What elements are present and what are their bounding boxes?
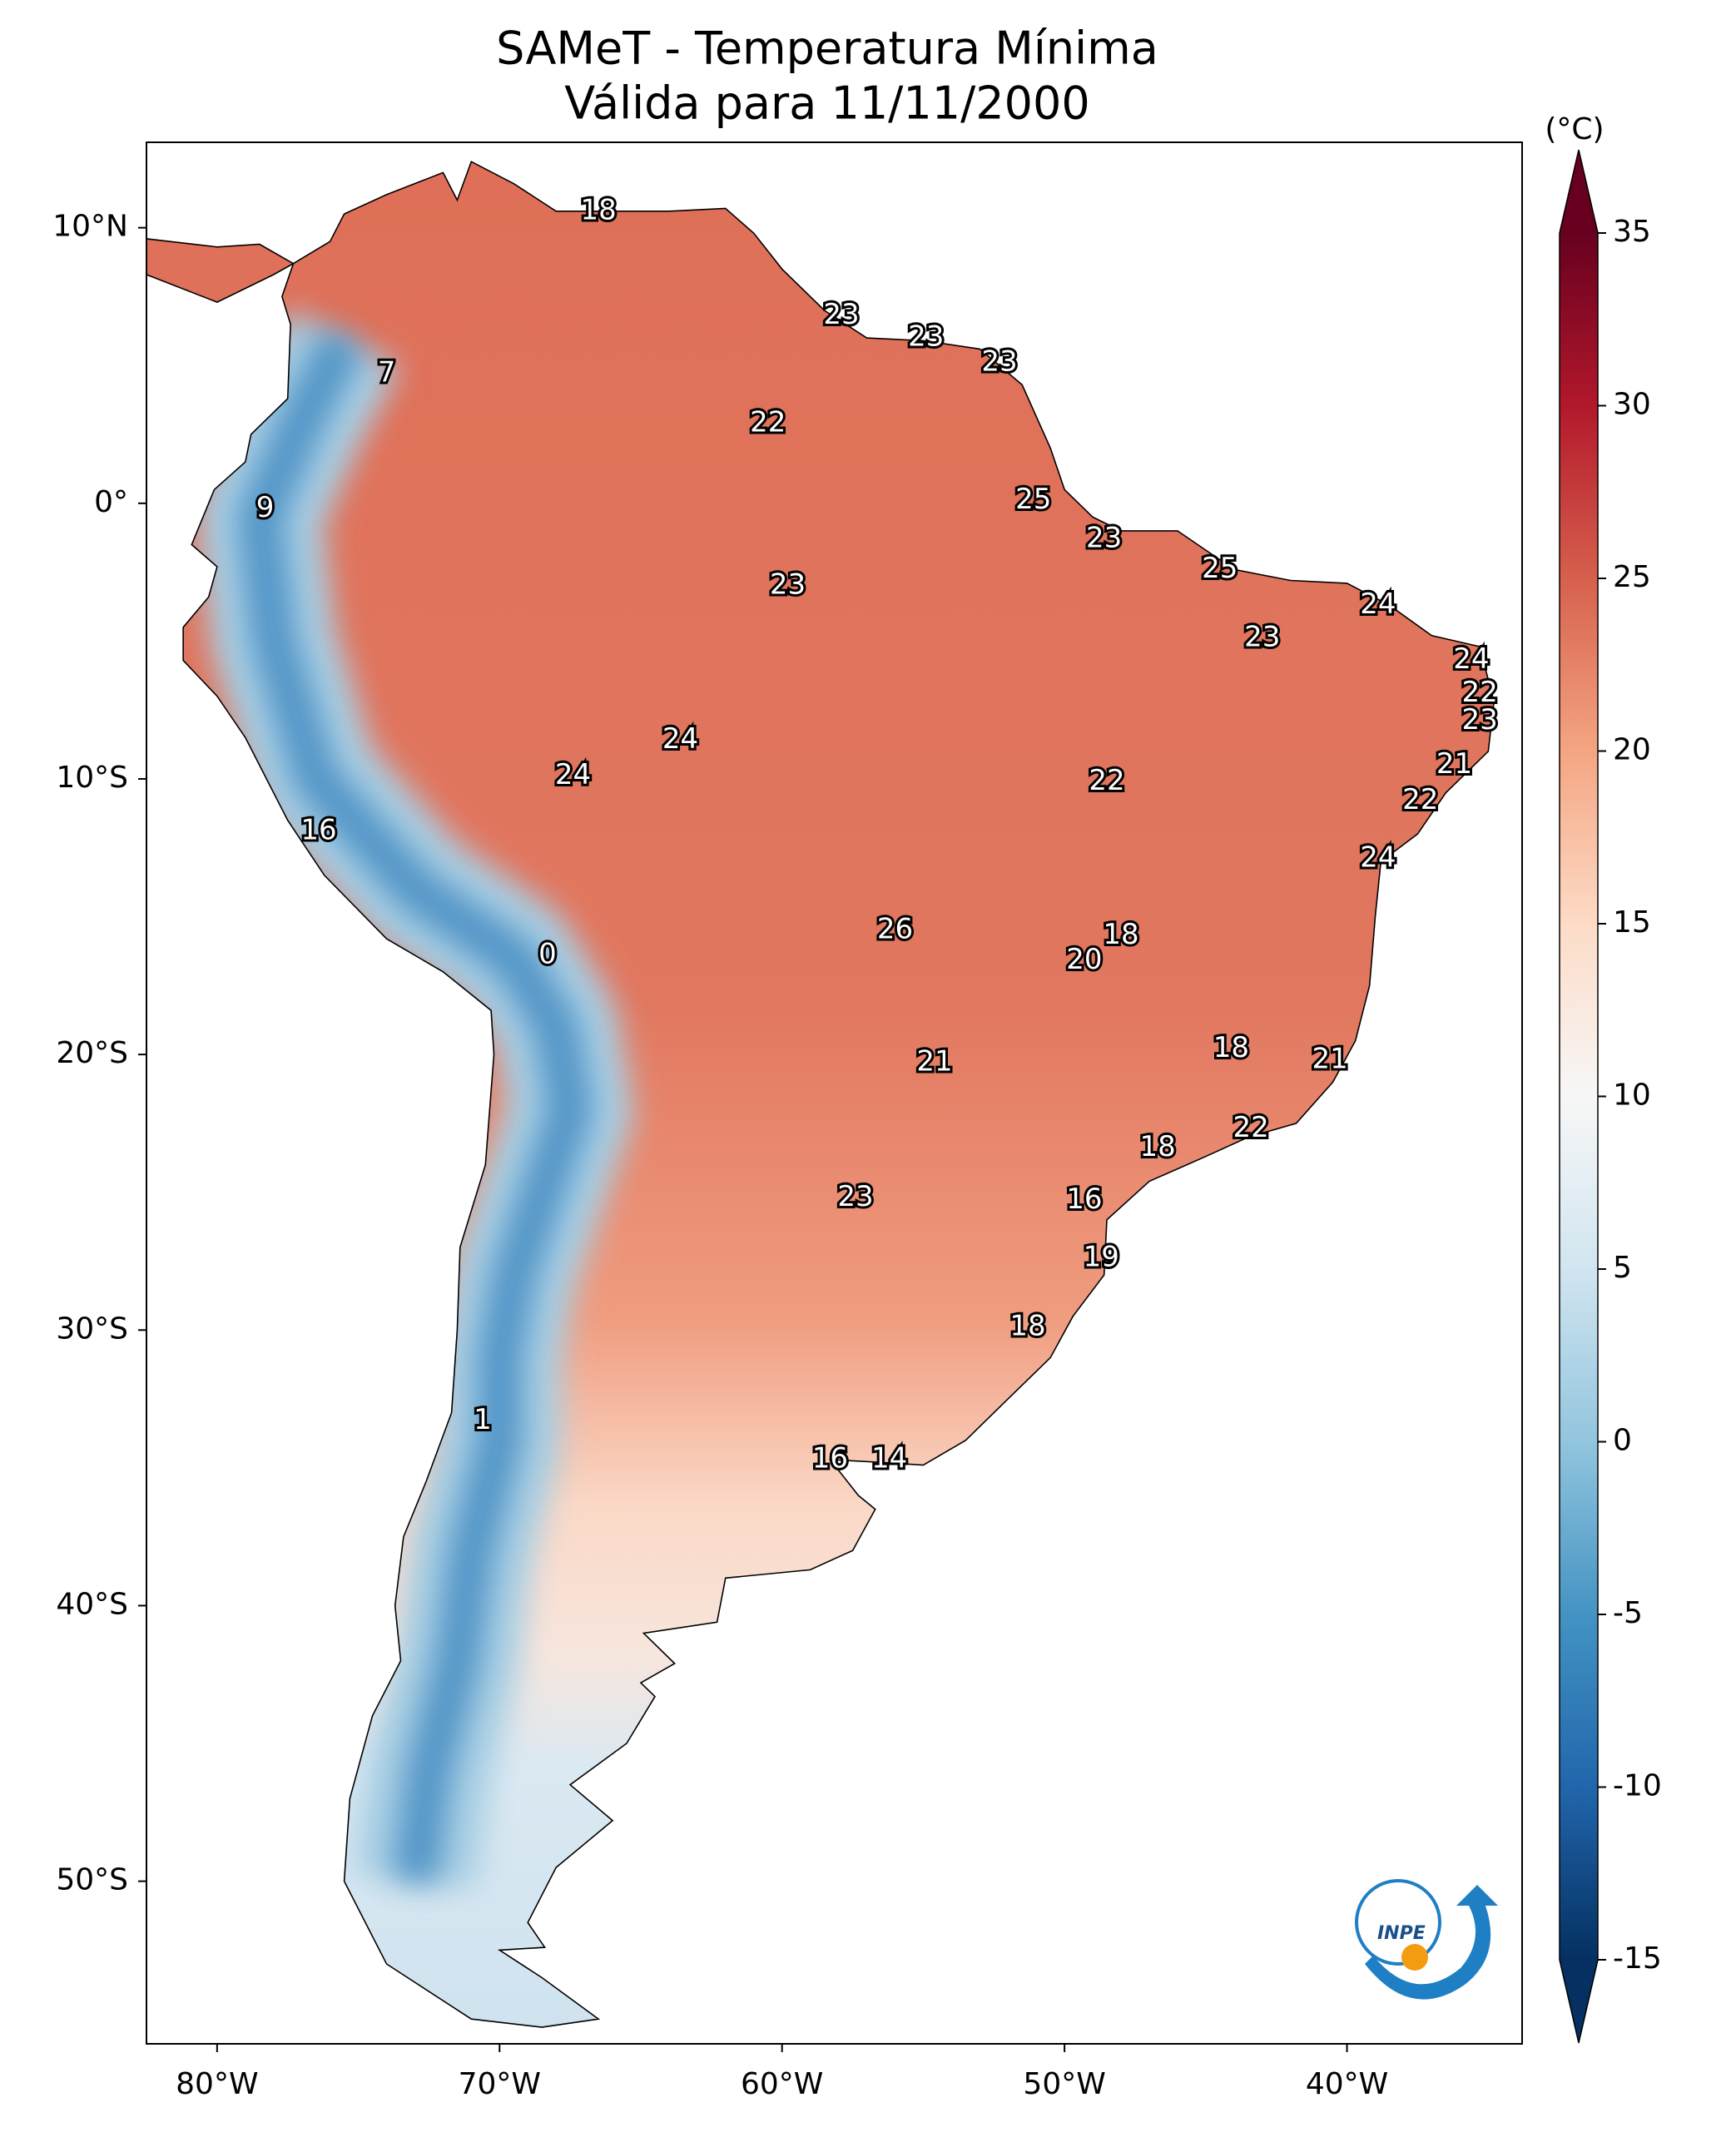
station-value: 24 (662, 722, 698, 756)
station-value: 22 (1089, 764, 1124, 797)
colorbar-tick-label: -10 (1613, 1769, 1662, 1803)
y-tick-label: 40°S (56, 1587, 128, 1621)
logo-arrow (1365, 1885, 1498, 2000)
station-value: 21 (1312, 1042, 1348, 1075)
station-value: 0 (538, 937, 557, 970)
x-tick-label: 40°W (1306, 2067, 1388, 2101)
station-value: 16 (1066, 1183, 1102, 1216)
x-tick-label: 50°W (1023, 2067, 1105, 2101)
colorbar-tick-label: -5 (1613, 1596, 1643, 1630)
y-tick-label: 20°S (56, 1036, 128, 1070)
inpe-logo: INPE (1355, 1879, 1498, 2000)
station-value: 23 (837, 1180, 873, 1213)
station-value: 25 (1202, 552, 1238, 585)
station-value: 23 (770, 568, 806, 602)
coastline (146, 161, 1495, 2028)
x-tick-label: 70°W (459, 2067, 541, 2101)
station-value: 23 (823, 298, 859, 331)
colorbar-extend-min (1560, 1960, 1598, 2043)
andes-cold (236, 327, 593, 1885)
x-tick-label: 80°W (176, 2067, 258, 2101)
station-value: 24 (1360, 841, 1396, 875)
station-value: 16 (812, 1441, 848, 1475)
colorbar-tick-label: 0 (1613, 1424, 1632, 1458)
colorbar-tick-label: 25 (1613, 560, 1651, 594)
station-value: 18 (1103, 918, 1138, 951)
y-tick-label: 50°S (56, 1863, 128, 1897)
logo-ring (1355, 1879, 1441, 1966)
station-value: 21 (916, 1045, 952, 1078)
station-value: 22 (1402, 783, 1438, 816)
colorbar-tick-label: 10 (1613, 1078, 1651, 1113)
colorbar-label: (°C) (1545, 112, 1604, 146)
station-value: 23 (1461, 703, 1497, 736)
station-value: 26 (877, 913, 913, 946)
y-tick-label: 10°N (52, 210, 128, 244)
station-value: 23 (908, 320, 944, 354)
colorbar-tick-label: -15 (1613, 1941, 1662, 1976)
colorbar-extend-max (1560, 150, 1598, 233)
station-value: 1 (474, 1403, 492, 1436)
station-value: 24 (1453, 642, 1489, 676)
title: SAMeT - Temperatura Mínima (496, 22, 1158, 75)
station-value: 18 (580, 193, 616, 226)
station-value: 22 (1233, 1111, 1269, 1144)
logo-text: INPE (1377, 1923, 1426, 1944)
station-value: 25 (1015, 483, 1051, 516)
colorbar-tick-label: 15 (1613, 905, 1651, 940)
station-value: 23 (1244, 621, 1280, 654)
land (146, 161, 1495, 2028)
station-value: 21 (1436, 747, 1472, 781)
station-value: 24 (555, 758, 591, 791)
station-value: 22 (750, 405, 786, 439)
station-value: 18 (1140, 1130, 1176, 1163)
colorbar-tick-label: 5 (1613, 1251, 1632, 1285)
map-frame (146, 141, 1523, 2045)
station-value: 18 (1009, 1309, 1045, 1342)
colorbar-tick-label: 20 (1613, 733, 1651, 767)
station-value: 14 (871, 1441, 907, 1475)
y-tick-label: 10°S (56, 761, 128, 795)
station-value: 22 (1461, 676, 1497, 709)
andes-shading (196, 309, 633, 1890)
x-tick-label: 60°W (741, 2067, 823, 2101)
logo-dot (1401, 1944, 1428, 1971)
y-tick-label: 0° (94, 485, 128, 519)
station-value: 7 (378, 356, 396, 389)
station-value: 23 (1086, 521, 1122, 554)
station-value: 19 (1084, 1241, 1119, 1274)
station-value: 16 (300, 813, 336, 846)
y-tick-label: 30°S (56, 1312, 128, 1346)
station-value: 18 (1213, 1031, 1249, 1064)
station-value: 9 (256, 491, 275, 524)
colorbar-body (1560, 233, 1598, 1960)
colorbar: 35 30 25 20 15 10 5 0 -5 -10 -15 (1559, 149, 1662, 2044)
colorbar-tick-label: 35 (1613, 215, 1651, 249)
subtitle: Válida para 11/11/2000 (564, 77, 1089, 130)
station-value: 24 (1360, 588, 1396, 621)
colorbar-tick-label: 30 (1613, 388, 1651, 422)
station-value: 23 (981, 345, 1017, 378)
station-value: 20 (1066, 943, 1102, 976)
